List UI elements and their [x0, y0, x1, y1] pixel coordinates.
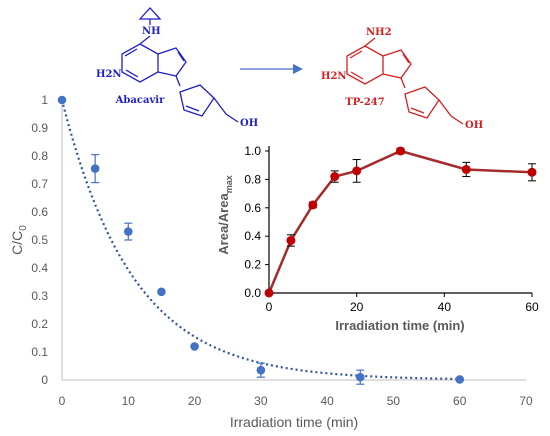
inset-x-tick-label: 20 — [350, 300, 364, 314]
main-data-point — [190, 342, 199, 351]
main-y-tick-label: 1 — [41, 93, 48, 107]
inset-data-point — [352, 166, 362, 176]
inset-x-tick-label: 0 — [266, 300, 273, 314]
tp247-h2n-label: H2N — [321, 71, 347, 82]
inset-data-point — [264, 288, 274, 298]
main-y-tick-label: 0 — [41, 373, 48, 387]
inset-data-point — [527, 167, 537, 177]
main-chart: 0 0.1 0.2 0.3 0.4 0.5 0.6 0.7 0.8 0.9 1 0 10 20 30 40 5… — [9, 93, 533, 430]
inset-data-point — [286, 235, 296, 245]
tp247-nh2-top-label: NH2 — [366, 27, 392, 38]
main-y-tick-label: 0.8 — [31, 149, 48, 163]
main-x-tick-label: 40 — [320, 394, 334, 408]
abacavir-nh-label: NH — [142, 26, 161, 37]
main-x-tick-label: 20 — [188, 394, 202, 408]
abacavir-structure — [121, 7, 239, 123]
inset-data-point — [461, 164, 471, 174]
main-data-point — [256, 365, 266, 375]
inset-error-bars — [286, 147, 536, 247]
main-y-tick-label: 0.4 — [31, 261, 48, 275]
abacavir-oh-label: OH — [240, 118, 258, 129]
inset-y-tick-label: 1.0 — [244, 144, 261, 158]
main-x-tick-label: 30 — [254, 394, 268, 408]
main-y-tick-labels: 0 0.1 0.2 0.3 0.4 0.5 0.6 0.7 0.8 0.9 1 — [31, 93, 48, 387]
inset-chart: 0.0 0.2 0.4 0.6 0.8 1.0 0 20 40 60 Irradiation t… — [216, 144, 539, 333]
main-x-tick-label: 10 — [122, 394, 136, 408]
inset-data-point — [396, 146, 405, 156]
inset-x-ticks: 0 20 40 60 — [266, 293, 539, 314]
abacavir-h2n-label: H2N — [96, 69, 122, 80]
main-data-point — [90, 164, 100, 173]
inset-y-tick-label: 0.2 — [244, 258, 261, 272]
tp247-structure — [346, 37, 464, 125]
main-x-tick-label: 50 — [387, 394, 401, 408]
inset-y-tick-label: 0.6 — [244, 201, 261, 215]
main-y-tick-label: 0.3 — [31, 289, 48, 303]
main-data-point — [157, 287, 166, 297]
tp247-name: TP-247 — [345, 97, 384, 108]
inset-x-tick-label: 40 — [438, 300, 452, 314]
main-data-points — [57, 95, 465, 384]
inset-data-point — [308, 200, 318, 210]
inset-y-axis-label: Area/Areamax — [216, 175, 234, 254]
main-y-tick-label: 0.1 — [31, 345, 48, 359]
inset-y-ticks: 0.0 0.2 0.4 0.6 0.8 1.0 — [244, 144, 269, 300]
main-x-tick-label: 0 — [59, 394, 66, 408]
main-x-tick-label: 70 — [519, 394, 533, 408]
inset-series-line — [267, 149, 533, 294]
main-y-axis-label: C/C0 — [9, 225, 29, 255]
main-x-tick-labels: 0 10 20 30 40 50 60 70 — [59, 394, 533, 408]
main-data-point — [355, 372, 365, 382]
tp247-oh-label: OH — [465, 120, 483, 131]
main-data-point — [57, 95, 67, 105]
inset-x-axis-label: Irradiation time (min) — [335, 318, 464, 333]
inset-y-tick-label: 0.8 — [244, 172, 261, 186]
inset-y-label-main: Area/Area — [216, 193, 231, 255]
inset-y-tick-label: 0.4 — [244, 229, 261, 243]
main-y-tick-label: 0.2 — [31, 317, 48, 331]
main-y-tick-label: 0.7 — [31, 177, 48, 191]
reaction-arrow — [240, 64, 303, 74]
main-data-point — [455, 375, 465, 384]
main-data-point — [123, 227, 133, 236]
main-y-tick-label: 0.9 — [31, 121, 48, 135]
main-x-tick-label: 60 — [453, 394, 467, 408]
main-y-tick-label: 0.6 — [31, 205, 48, 219]
abacavir-name: Abacavir — [115, 95, 165, 106]
main-x-axis-label: Irradiation time (min) — [230, 414, 358, 430]
inset-data-points — [264, 146, 537, 298]
inset-x-tick-label: 60 — [525, 300, 539, 314]
inset-y-tick-label: 0.0 — [244, 286, 261, 300]
inset-y-label-sub: max — [224, 175, 234, 193]
inset-data-point — [330, 172, 340, 182]
main-y-tick-label: 0.5 — [31, 233, 48, 247]
main-y-label-main: C/C — [9, 231, 25, 255]
main-y-label-sub: 0 — [18, 225, 29, 231]
